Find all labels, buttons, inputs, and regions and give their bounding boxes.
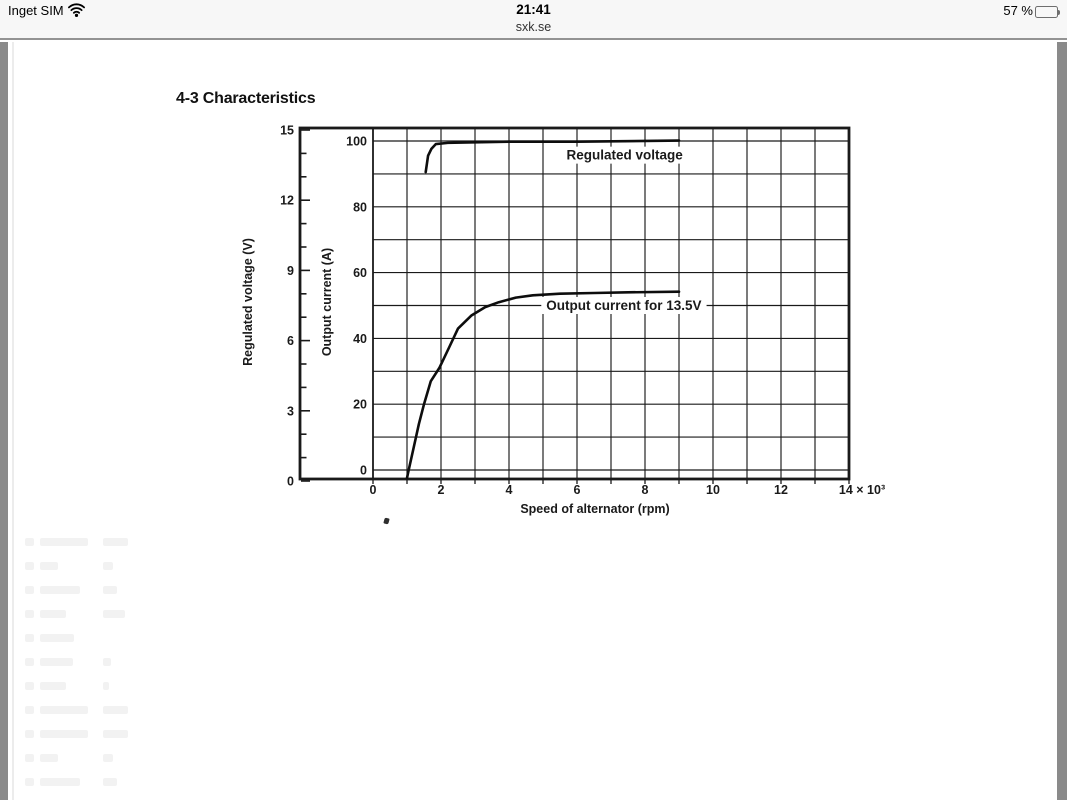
bleedthrough-block <box>40 538 88 546</box>
bleedthrough-block <box>25 730 34 738</box>
bleedthrough-block <box>103 730 128 738</box>
curve-regulated-voltage <box>424 139 681 174</box>
current-axis-title: Output current (A) <box>320 248 334 356</box>
tick-label: 20 <box>353 398 367 412</box>
battery-nub <box>1058 9 1060 15</box>
bleedthrough-block <box>103 610 125 618</box>
characteristics-chart: 0 3 6 9 12 15 0 20 40 60 80 100 0 2 4 6 8 10 12 14 × 10³ Spe… <box>240 85 900 535</box>
bleedthrough-block <box>25 682 34 690</box>
tick-label: 10 <box>706 483 720 497</box>
bleedthrough-block <box>25 634 34 642</box>
page-edge-line <box>12 42 14 800</box>
page-left-gutter <box>0 42 8 800</box>
tick-label: 60 <box>353 266 367 280</box>
bleedthrough-block <box>103 778 117 786</box>
bleedthrough-block <box>40 586 80 594</box>
bleedthrough-block <box>103 682 109 690</box>
curve-label: Regulated voltage <box>566 148 683 163</box>
bleedthrough-block <box>103 658 111 666</box>
curve-label: Output current for 13.5V <box>546 298 701 313</box>
voltage-axis-title: Regulated voltage (V) <box>241 238 255 366</box>
tick-label: 9 <box>287 264 294 278</box>
bleedthrough-block <box>103 706 128 714</box>
tick-label: 0 <box>370 483 377 497</box>
site-url-label: sxk.se <box>515 20 552 34</box>
bleedthrough-block <box>40 610 66 618</box>
tick-label: 6 <box>287 334 294 348</box>
page-right-gutter <box>1057 42 1067 800</box>
x-axis-title: Speed of alternator (rpm) <box>520 502 669 516</box>
tick-label: 0 <box>360 464 367 478</box>
curve-label-bg <box>541 297 707 314</box>
bleedthrough-block <box>25 658 34 666</box>
tick-label: 12 <box>774 483 788 497</box>
clock-label: 21:41 <box>516 2 551 17</box>
tick-label: 40 <box>353 332 367 346</box>
tick-label: 6 <box>574 483 581 497</box>
tick-label: 15 <box>280 124 294 138</box>
bleedthrough-block <box>103 754 113 762</box>
curve-output-current-for-13-5v <box>405 290 681 480</box>
bleedthrough-block <box>25 562 34 570</box>
battery-body <box>1035 6 1058 18</box>
bleedthrough-block <box>40 754 58 762</box>
bleedthrough-block <box>103 586 117 594</box>
wifi-icon <box>67 3 86 18</box>
bleedthrough-block <box>25 778 34 786</box>
bleedthrough-block <box>40 682 66 690</box>
bleedthrough-block <box>25 610 34 618</box>
bleedthrough-block <box>25 586 34 594</box>
tick-label: 2 <box>438 483 445 497</box>
bleedthrough-block <box>40 706 88 714</box>
tick-label: 3 <box>287 404 294 418</box>
tick-label: 8 <box>642 483 649 497</box>
bleedthrough-block <box>25 706 34 714</box>
status-bar[interactable]: Inget SIM 21:41 sxk.se 57 % <box>0 0 1067 40</box>
tick-label: 0 <box>287 475 294 489</box>
curve-label-bg <box>561 146 689 164</box>
tick-label: 4 <box>506 483 513 497</box>
bleedthrough-block <box>40 634 74 642</box>
characteristics-chart-svg: 0 3 6 9 12 15 0 20 40 60 80 100 0 2 4 6 8 10 12 14 × 10³ Spe… <box>241 124 885 517</box>
battery-icon <box>1035 6 1061 19</box>
plot-frame <box>298 126 851 481</box>
bleedthrough-block <box>40 778 80 786</box>
battery-percent-label: 57 % <box>1003 3 1033 18</box>
tick-label: 80 <box>353 200 367 214</box>
section-title: 4-3 Characteristics <box>176 90 316 107</box>
bleedthrough-block <box>40 658 73 666</box>
bleedthrough-block <box>40 730 88 738</box>
bleedthrough-block <box>103 562 113 570</box>
tick-label: 14 × 10³ <box>839 483 885 497</box>
carrier-label: Inget SIM <box>8 3 64 18</box>
bleedthrough-block <box>25 538 34 546</box>
document-page[interactable]: 4-3 Characteristics 0 3 6 9 12 15 0 20 40 60 80 100… <box>8 42 1057 800</box>
bleedthrough-block <box>103 538 128 546</box>
tick-label: 100 <box>346 135 367 149</box>
tick-label: 12 <box>280 194 294 208</box>
bleedthrough-block <box>40 562 58 570</box>
bleedthrough-block <box>25 754 34 762</box>
